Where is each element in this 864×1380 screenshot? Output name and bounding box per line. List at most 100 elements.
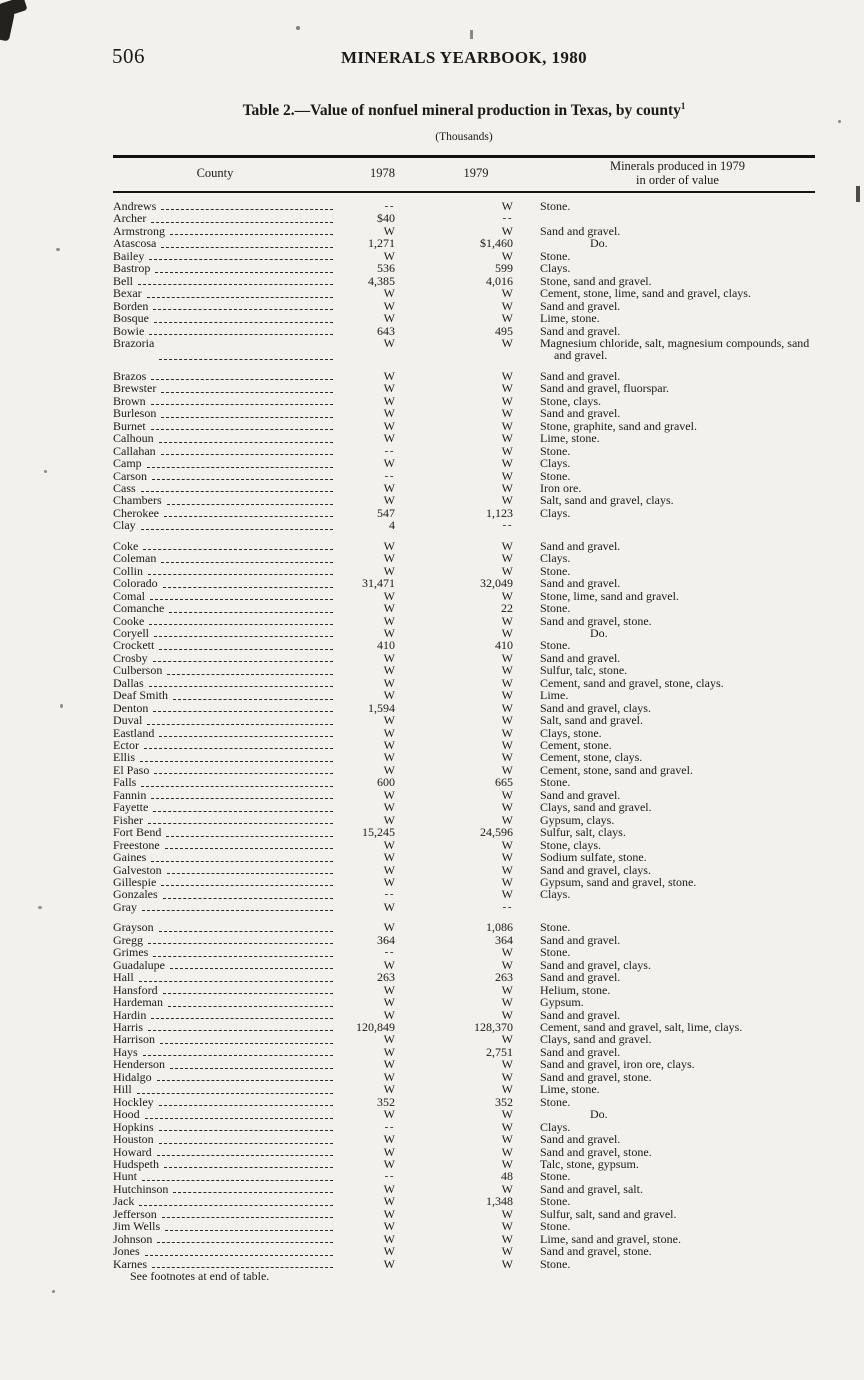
value-1978: W bbox=[383, 480, 395, 495]
county-cell: Denton bbox=[113, 701, 343, 714]
minerals-cell: Sand and gravel. bbox=[540, 650, 621, 665]
table-row: Fort Bend 15,245 24,596 Sulfur, salt, clays… bbox=[113, 826, 815, 839]
minerals-cell: Sand and gravel. bbox=[540, 323, 621, 338]
value-1979: W bbox=[501, 850, 513, 865]
minerals-cell: Cement, sand and gravel, salt, lime, cla… bbox=[540, 1020, 743, 1034]
value-1978: W bbox=[383, 298, 395, 313]
minerals-cell: Stone. bbox=[540, 1219, 571, 1234]
dash-leader bbox=[149, 250, 333, 261]
minerals-cell bbox=[513, 901, 815, 913]
county-cell: Guadalupe bbox=[113, 958, 343, 971]
value-1979: W bbox=[501, 1082, 513, 1097]
table-row: Ellis W W Cement, stone, clays. bbox=[113, 751, 815, 764]
value-1979: W bbox=[501, 468, 513, 483]
county-name: Gray bbox=[113, 899, 137, 914]
value-1978: W bbox=[383, 663, 395, 678]
county-cell: Culberson bbox=[113, 664, 343, 677]
dash-leader bbox=[161, 382, 333, 393]
dash-leader bbox=[156, 1146, 333, 1156]
dash-leader bbox=[166, 864, 333, 875]
minerals-cell: Talc, stone, gypsum. bbox=[540, 1156, 639, 1171]
value-1978: $40 bbox=[377, 211, 395, 226]
value-1979: W bbox=[501, 787, 513, 802]
minerals-cell: Sand and gravel, iron ore, clays. bbox=[540, 1057, 695, 1072]
county-cell: Gregg bbox=[113, 933, 343, 946]
minerals-cell: Gypsum. bbox=[540, 995, 584, 1010]
table-row: Guadalupe W W Sand and gravel, clays. bbox=[113, 958, 815, 971]
county-cell: Hidalgo bbox=[113, 1070, 343, 1083]
dash-leader bbox=[149, 325, 333, 335]
value-1978: W bbox=[383, 1219, 395, 1234]
dash-leader bbox=[153, 702, 333, 713]
value-1978: W bbox=[383, 223, 395, 238]
county-cell: Bosque bbox=[113, 312, 343, 325]
column-header-minerals-line2: in order of value bbox=[636, 172, 719, 187]
minerals-cell: Sand and gravel, stone. bbox=[540, 1244, 652, 1259]
dash-leader bbox=[159, 337, 333, 360]
county-cell: Gray bbox=[113, 899, 343, 914]
dash-leader bbox=[153, 300, 333, 311]
county-cell: Grimes bbox=[113, 946, 343, 959]
county-cell: Bailey bbox=[113, 249, 343, 262]
value-1978: 364 bbox=[377, 932, 395, 947]
dash-leader bbox=[149, 615, 333, 625]
county-cell: Dallas bbox=[113, 676, 343, 689]
county-cell: Crosby bbox=[113, 651, 343, 664]
dash-leader bbox=[139, 1195, 333, 1206]
minerals-cell: Stone, graphite, sand and gravel. bbox=[540, 418, 697, 433]
county-cell: Hardeman bbox=[113, 996, 343, 1009]
county-cell: Callahan bbox=[113, 444, 343, 457]
value-1978: W bbox=[383, 381, 395, 396]
value-1979: W bbox=[501, 1256, 513, 1271]
county-name: Jim Wells bbox=[113, 1219, 161, 1234]
dash-leader bbox=[154, 627, 333, 638]
value-1978: W bbox=[383, 1007, 395, 1022]
table-row: Grayson W 1,086 Stone. bbox=[113, 921, 815, 934]
value-1978: W bbox=[383, 1057, 395, 1072]
minerals-cell: Do. bbox=[590, 625, 608, 640]
table-row: Bosque W W Lime, stone. bbox=[113, 312, 815, 325]
table-row: Jones W W Sand and gravel, stone. bbox=[113, 1244, 815, 1259]
value-1978: -- bbox=[384, 469, 395, 482]
county-name: Karnes bbox=[113, 1256, 147, 1271]
table-row: Crockett 410 410 Stone. bbox=[113, 639, 815, 652]
county-name: Hockley bbox=[113, 1094, 154, 1109]
value-1979: W bbox=[501, 1107, 513, 1122]
county-name: Coryell bbox=[113, 625, 149, 640]
value-1979: W bbox=[501, 700, 513, 715]
county-cell: Fayette bbox=[113, 801, 343, 814]
minerals-cell: Lime. bbox=[540, 688, 569, 703]
table-row: Hopkins -- W Clays. bbox=[113, 1120, 815, 1133]
minerals-cell: Stone, clays. bbox=[540, 837, 601, 852]
dash-leader bbox=[162, 577, 333, 588]
table-title-text: Table 2.—Value of nonfuel mineral produc… bbox=[242, 102, 681, 120]
value-1978: W bbox=[383, 1181, 395, 1196]
county-cell: Brewster bbox=[113, 382, 343, 395]
dash-leader bbox=[161, 407, 333, 418]
dash-leader bbox=[169, 959, 333, 970]
county-name: Jefferson bbox=[113, 1206, 157, 1221]
value-1978: W bbox=[383, 563, 395, 578]
value-1978: 120,849 bbox=[356, 1020, 395, 1034]
scan-artifact-speck bbox=[296, 26, 300, 30]
county-name: Deaf Smith bbox=[113, 688, 168, 703]
dash-leader bbox=[170, 225, 333, 236]
dash-leader bbox=[158, 1133, 333, 1144]
table-subtitle: (Thousands) bbox=[435, 131, 493, 143]
value-1978: W bbox=[383, 1082, 395, 1097]
value-1979: -- bbox=[502, 900, 513, 913]
column-header-1978: 1978 bbox=[370, 166, 395, 180]
county-cell: Hill bbox=[113, 1083, 343, 1096]
value-1979: W bbox=[501, 248, 513, 263]
minerals-cell: Magnesium chloride, salt, magnesium comp… bbox=[540, 335, 810, 363]
table-row: Hidalgo W W Sand and gravel, stone. bbox=[113, 1070, 815, 1083]
minerals-cell: Stone. bbox=[540, 1169, 571, 1184]
county-name: Hansford bbox=[113, 982, 158, 997]
dash-leader bbox=[141, 776, 333, 787]
value-1978: W bbox=[383, 1132, 395, 1147]
county-name: Brown bbox=[113, 393, 146, 408]
county-cell: Jones bbox=[113, 1245, 343, 1258]
county-cell: Hall bbox=[113, 971, 343, 984]
dash-leader bbox=[150, 420, 333, 431]
